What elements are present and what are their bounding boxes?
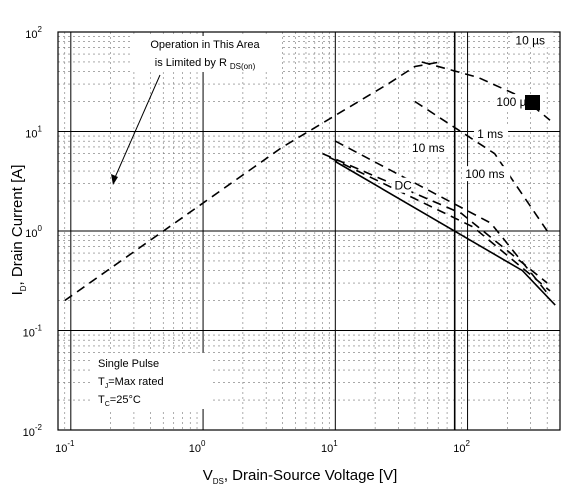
curve-label-backdrop: [474, 126, 509, 142]
curve-label: 100 µs: [496, 95, 532, 109]
curve-label: 100 ms: [465, 167, 504, 181]
x-tick-label: 101: [321, 439, 338, 455]
curve-label-backdrop: [408, 140, 450, 156]
x-tick-labels: 10-1 100 101 102: [55, 439, 470, 455]
annotation-arrowhead: [111, 174, 118, 185]
curve-label-backdrop: [391, 177, 412, 193]
y-tick-label: 100: [25, 224, 42, 240]
curve-label: DC: [394, 179, 412, 193]
soa-curve: [322, 152, 548, 284]
annotation-backdrop: [132, 36, 282, 72]
soa-curve: [414, 100, 548, 232]
condition-line: Single Pulse: [98, 358, 159, 370]
condition-line: TJ=Max rated: [98, 376, 164, 390]
conditions-block: Single Pulse TJ=Max rated TC=25°C: [98, 358, 164, 408]
curves: [64, 32, 556, 430]
soa-curve: [334, 160, 556, 306]
region-annotation-line1: Operation in This Area: [150, 39, 260, 51]
annotation-arrow: [112, 74, 161, 183]
x-tick-label: 102: [453, 439, 470, 455]
y-tick-label: 10-1: [23, 324, 43, 340]
x-tick-label: 100: [189, 439, 206, 455]
y-axis-title: ID, Drain Current [A]: [9, 165, 28, 296]
soa-curve: [328, 156, 551, 292]
y-tick-label: 10-2: [23, 423, 43, 439]
condition-line: TC=25°C: [98, 394, 141, 408]
marker-square: [525, 95, 540, 110]
curve-label: 10 µs: [515, 33, 545, 47]
y-tick-label: 102: [25, 25, 42, 41]
y-tick-labels: 10-2 10-1 100 101 102: [23, 25, 43, 439]
curve-label-backdrop: [512, 32, 554, 48]
plot-frame: [57, 31, 561, 431]
x-tick-label: 10-1: [55, 439, 75, 455]
curve-label: 10 ms: [412, 141, 445, 155]
region-annotation-line2: is Limited by R DS(on): [155, 57, 256, 71]
y-tick-label: 101: [25, 125, 42, 141]
curve-label: 1 ms: [477, 127, 503, 141]
curve-labels: 10 µs 100 µs 1 ms 10 ms DC 100 ms: [391, 32, 554, 193]
conditions-backdrop: [92, 353, 212, 409]
curve-label-backdrop: [462, 166, 511, 182]
x-axis-title: VDS, Drain-Source Voltage [V]: [203, 467, 398, 486]
